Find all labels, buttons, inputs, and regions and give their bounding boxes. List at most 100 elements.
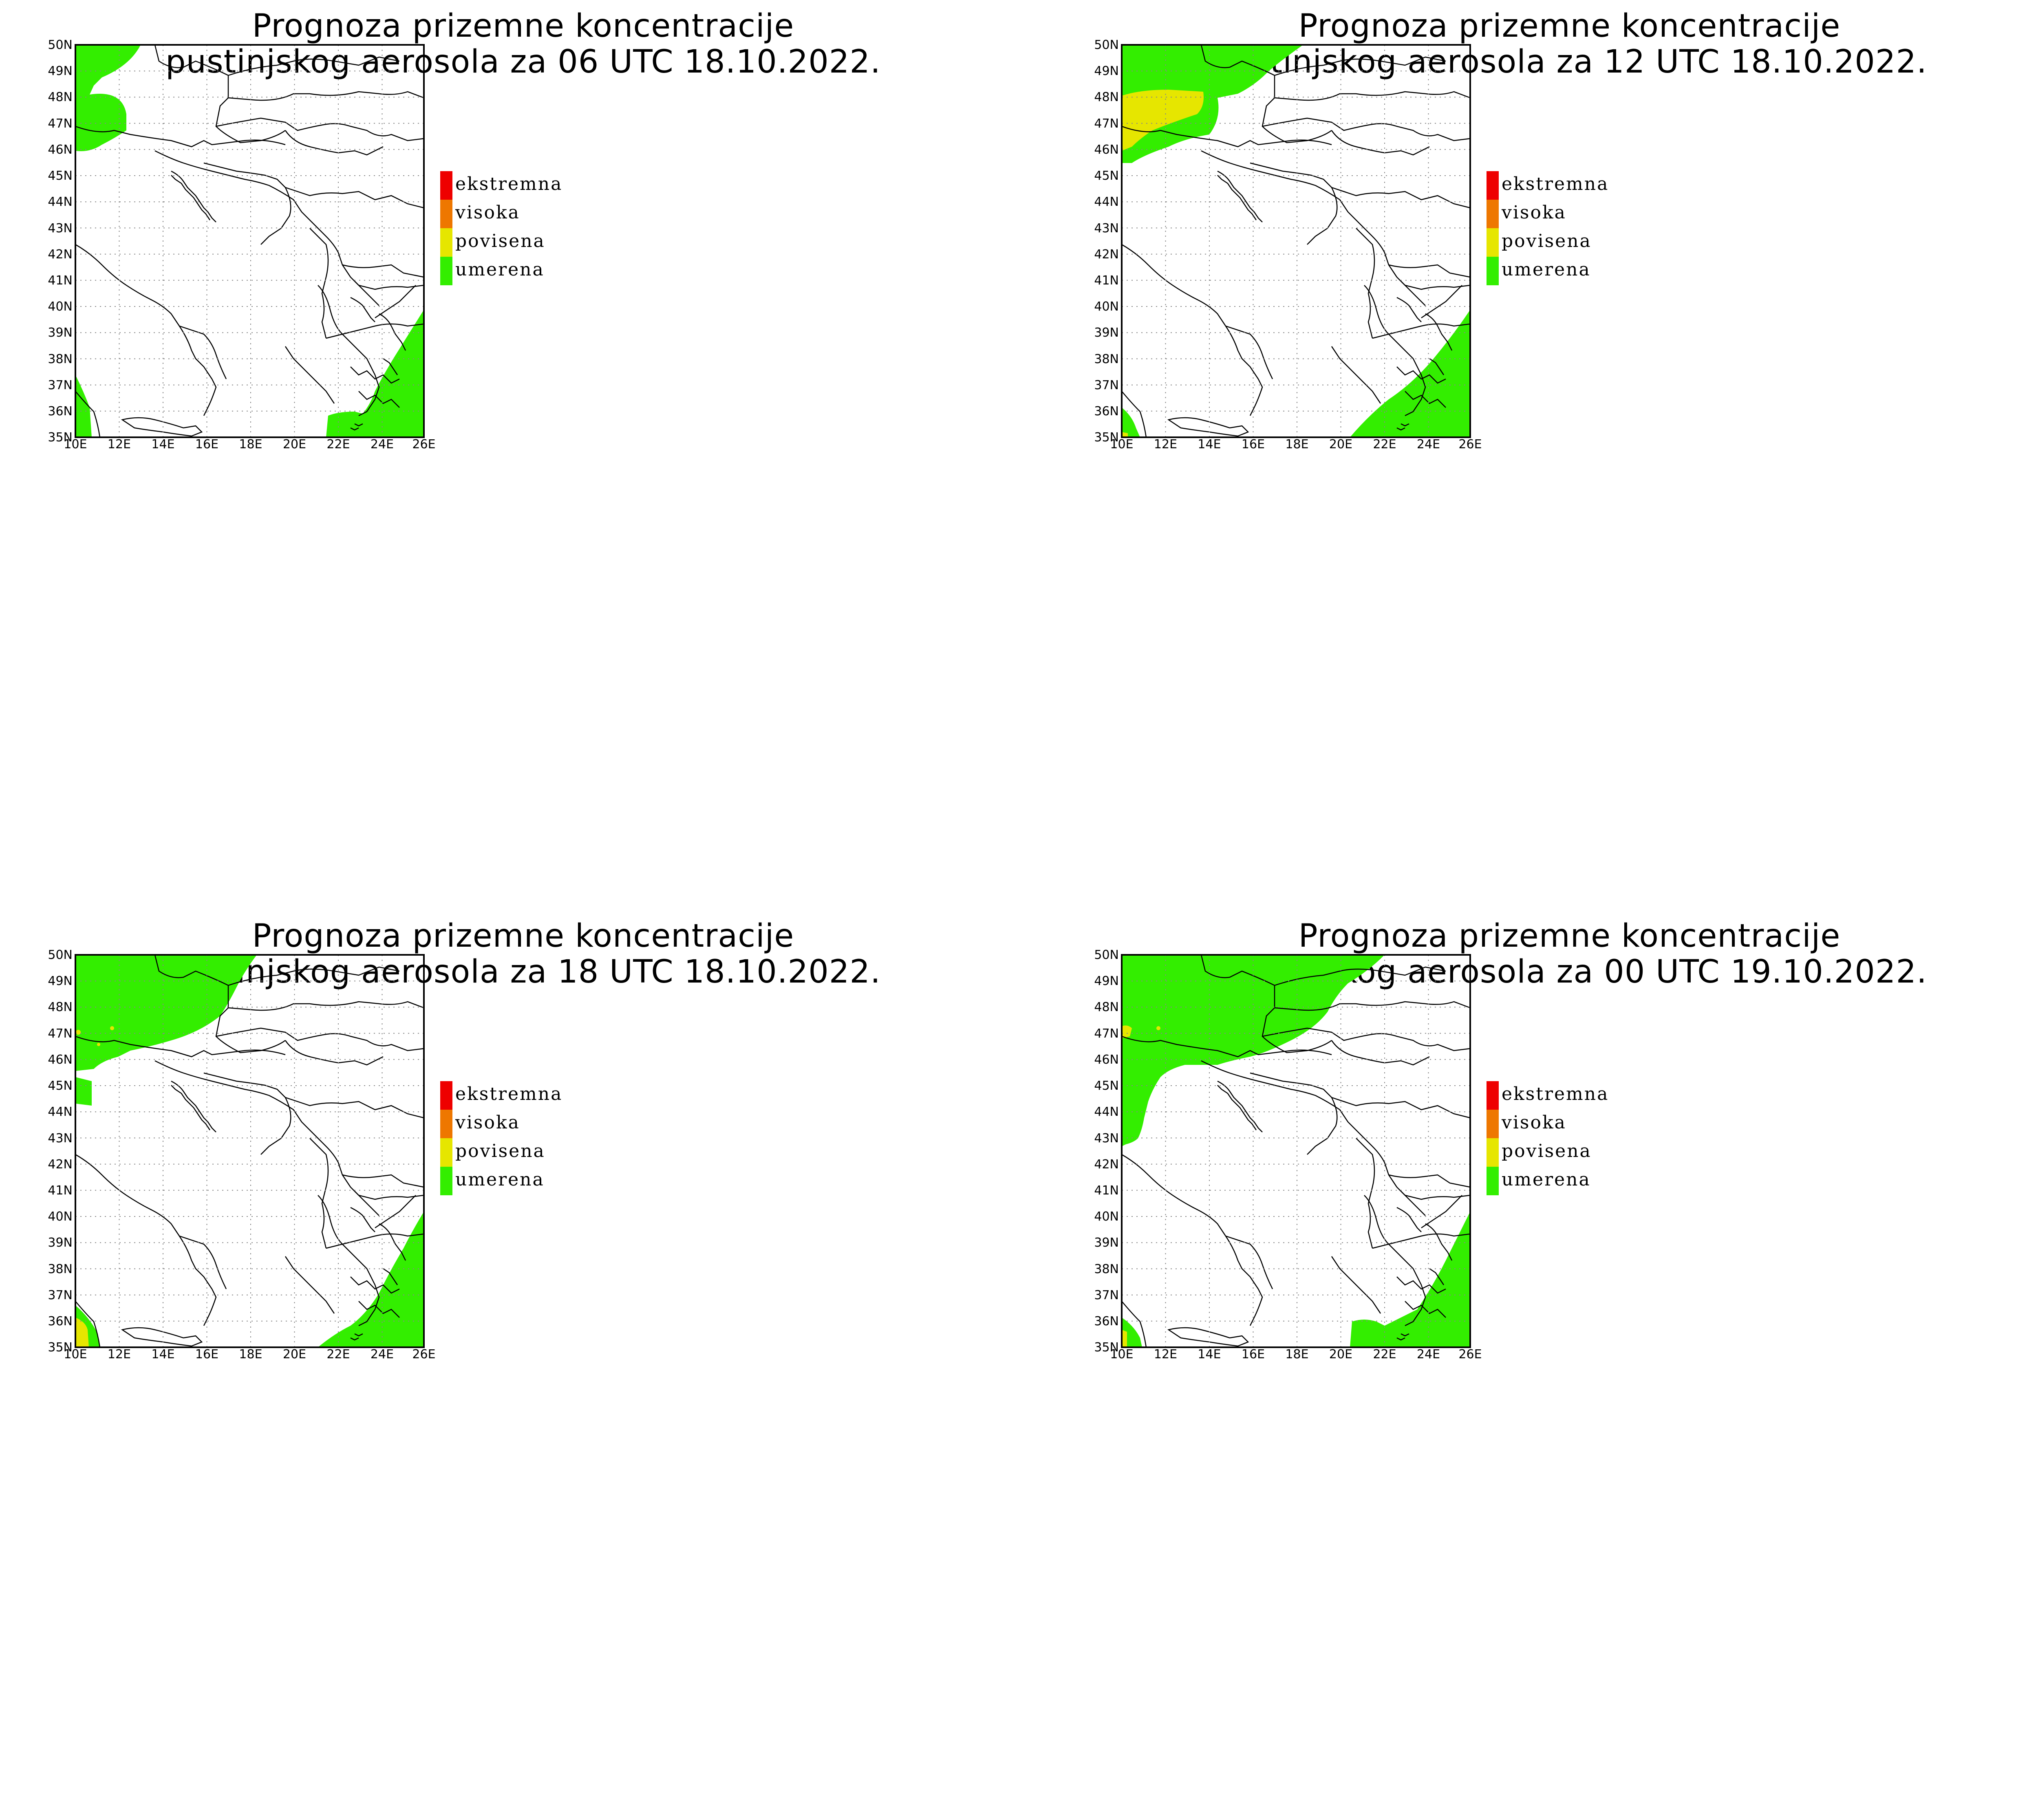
legend-label-ekstremna: ekstremna <box>1502 1084 1609 1104</box>
x-tick-label: 16E <box>195 437 218 452</box>
x-tick-label: 18E <box>1285 437 1308 452</box>
forecast-panel-18utc: Prognoza prizemne koncentracije pustinjs… <box>0 910 1046 1820</box>
legend-label-povisena: povisena <box>455 231 545 251</box>
y-tick-label: 45N <box>1094 1079 1119 1093</box>
y-tick-label: 37N <box>1094 1288 1119 1302</box>
x-axis-labels: 10E 12E 14E 16E 18E 20E 22E 24E 26E <box>64 1347 435 1362</box>
y-tick-label: 43N <box>48 221 73 236</box>
legend-label-ekstremna: ekstremna <box>455 1084 562 1104</box>
x-tick-label: 24E <box>371 1347 394 1362</box>
legend-swatch-umerena <box>1487 257 1499 285</box>
y-tick-label: 50N <box>48 948 73 962</box>
x-tick-label: 22E <box>1373 1347 1396 1362</box>
x-tick-label: 14E <box>151 437 174 452</box>
y-tick-label: 43N <box>1094 1131 1119 1146</box>
legend-label-visoka: visoka <box>1501 202 1566 223</box>
x-axis-labels: 10E 12E 14E 16E 18E 20E 22E 24E 26E <box>1110 437 1482 452</box>
x-axis-labels: 10E 12E 14E 16E 18E 20E 22E 24E 26E <box>64 437 435 452</box>
y-tick-label: 44N <box>1094 1105 1119 1119</box>
legend-swatch-umerena <box>440 257 452 285</box>
forecast-panel-12utc: Prognoza prizemne koncentracije pustinjs… <box>1046 0 2038 910</box>
y-tick-label: 43N <box>48 1131 73 1146</box>
y-tick-label: 39N <box>48 326 73 340</box>
x-tick-label: 14E <box>1198 437 1221 452</box>
x-tick-label: 16E <box>195 1347 218 1362</box>
panel-title-line1: Prognoza prizemne koncentracije <box>252 918 794 954</box>
x-tick-label: 14E <box>1198 1347 1221 1362</box>
legend-label-povisena: povisena <box>1502 1141 1592 1161</box>
forecast-map: 10E 12E 14E 16E 18E 20E 22E 24E 26E 35N … <box>48 38 561 452</box>
x-tick-label: 10E <box>64 437 87 452</box>
y-tick-label: 39N <box>48 1236 73 1250</box>
y-tick-label: 48N <box>1094 1000 1119 1014</box>
y-tick-label: 42N <box>1094 247 1119 262</box>
forecast-map: 10E 12E 14E 16E 18E 20E 22E 24E 26E 35N … <box>1094 38 1608 452</box>
x-tick-label: 22E <box>326 1347 350 1362</box>
x-tick-label: 12E <box>108 437 131 452</box>
y-tick-label: 36N <box>1094 1314 1119 1329</box>
y-axis-labels: 35N 36N 37N 38N 39N 40N 41N 42N 43N 44N … <box>1094 948 1119 1355</box>
panel-title-line1: Prognoza prizemne koncentracije <box>252 8 794 44</box>
x-tick-label: 10E <box>64 1347 87 1362</box>
y-tick-label: 38N <box>48 352 73 366</box>
country-borders <box>1121 44 1471 438</box>
x-tick-label: 20E <box>283 1347 306 1362</box>
x-tick-label: 10E <box>1110 437 1133 452</box>
y-axis-labels: 35N 36N 37N 38N 39N 40N 41N 42N 43N 44N … <box>48 948 73 1355</box>
map-frame <box>75 954 425 1348</box>
x-tick-label: 12E <box>1154 1347 1177 1362</box>
legend-label-umerena: umerena <box>455 259 545 280</box>
legend-label-visoka: visoka <box>455 1112 520 1133</box>
y-tick-label: 45N <box>48 1079 73 1093</box>
x-tick-label: 26E <box>412 1347 435 1362</box>
y-tick-label: 48N <box>48 1000 73 1014</box>
y-tick-label: 45N <box>1094 169 1119 183</box>
legend: ekstremna visoka povisena umerena <box>1487 1081 1609 1195</box>
legend: ekstremna visoka povisena umerena <box>1487 171 1608 285</box>
y-tick-label: 35N <box>48 1340 73 1355</box>
y-tick-label: 38N <box>48 1262 73 1276</box>
legend-label-visoka: visoka <box>1501 1112 1566 1133</box>
x-axis-labels: 10E 12E 14E 16E 18E 20E 22E 24E 26E <box>1110 1347 1482 1362</box>
y-tick-label: 36N <box>48 404 73 419</box>
aerosol-fill-moderate <box>75 45 424 437</box>
x-tick-label: 12E <box>1154 437 1177 452</box>
forecast-panel-00utc: Prognoza prizemne koncentracije pustinjs… <box>1046 910 2038 1820</box>
forecast-panel-06utc: Prognoza prizemne koncentracije pustinjs… <box>0 0 1046 910</box>
legend-label-umerena: umerena <box>1502 259 1591 280</box>
y-tick-label: 47N <box>48 117 73 131</box>
map-frame <box>75 44 425 438</box>
legend-swatch-povisena <box>440 228 452 257</box>
x-tick-label: 26E <box>412 437 435 452</box>
legend-swatch-ekstremna <box>440 171 452 200</box>
y-tick-label: 43N <box>1094 221 1119 236</box>
panel-title-line2: pustinjskog aerosola za 12 UTC 18.10.202… <box>1212 44 1927 80</box>
coastline-islands <box>171 170 406 431</box>
y-tick-label: 40N <box>48 300 73 314</box>
x-tick-label: 24E <box>1417 437 1440 452</box>
legend: ekstremna visoka povisena umerena <box>440 171 561 285</box>
x-tick-label: 20E <box>283 437 306 452</box>
legend: ekstremna visoka povisena umerena <box>440 1081 562 1195</box>
panel-title-line2: pustinjskog aerosola za 06 UTC 18.10.202… <box>165 44 881 80</box>
y-tick-label: 40N <box>48 1210 73 1224</box>
legend-swatch-visoka <box>1487 1110 1499 1138</box>
x-tick-label: 12E <box>108 1347 131 1362</box>
y-tick-label: 46N <box>48 1053 73 1067</box>
x-tick-label: 10E <box>1110 1347 1133 1362</box>
legend-swatch-visoka <box>440 1110 452 1138</box>
legend-swatch-visoka <box>1487 200 1499 228</box>
y-tick-label: 46N <box>48 143 73 157</box>
panel-title-line1: Prognoza prizemne koncentracije <box>1298 8 1841 44</box>
y-tick-label: 48N <box>1094 90 1119 104</box>
x-tick-label: 14E <box>151 1347 174 1362</box>
aerosol-fill-elevated <box>1122 1025 1160 1347</box>
forecast-map: 10E 12E 14E 16E 18E 20E 22E 24E 26E 35N … <box>48 948 562 1362</box>
x-tick-label: 24E <box>1417 1347 1440 1362</box>
y-tick-label: 49N <box>1094 974 1119 988</box>
y-tick-label: 37N <box>48 378 73 392</box>
legend-label-umerena: umerena <box>455 1169 545 1190</box>
y-tick-label: 46N <box>1094 143 1119 157</box>
legend-swatch-visoka <box>440 200 452 228</box>
aerosol-fill-moderate <box>1122 45 1470 437</box>
